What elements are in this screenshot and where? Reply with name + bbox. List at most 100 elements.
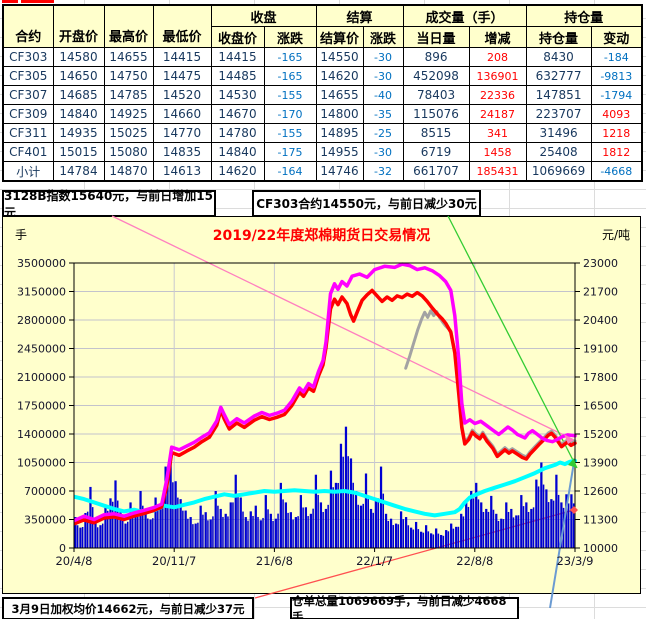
table-cell[interactable]: 31496 (525, 123, 592, 143)
column-header[interactable]: 增减 (468, 26, 527, 48)
table-cell[interactable]: -175 (263, 142, 317, 162)
group-header[interactable]: 成交量（手） (402, 4, 527, 27)
table-cell[interactable]: -164 (263, 161, 317, 182)
table-cell[interactable]: 185431 (468, 161, 527, 182)
table-cell[interactable]: 1458 (468, 142, 527, 162)
table-cell[interactable]: 14835 (152, 142, 212, 162)
table-cell[interactable]: CF311 (2, 123, 54, 143)
table-cell[interactable]: CF303 (2, 47, 54, 67)
table-cell[interactable]: 22336 (468, 85, 527, 105)
table-cell[interactable]: 14670 (210, 104, 265, 124)
table-cell[interactable]: 14660 (152, 104, 212, 124)
cf303-info-bar[interactable]: CF303合约14550元，与前日减少30元 (252, 190, 481, 217)
table-cell[interactable]: CF309 (2, 104, 54, 124)
table-cell[interactable]: CF305 (2, 66, 54, 86)
table-cell[interactable]: 661707 (402, 161, 470, 182)
table-cell[interactable]: -170 (263, 104, 317, 124)
column-header[interactable]: 涨跌 (263, 26, 317, 48)
group-header[interactable]: 持仓量 (525, 4, 643, 27)
table-cell[interactable]: 14620 (315, 66, 364, 86)
table-cell[interactable]: 14840 (210, 142, 265, 162)
column-header[interactable]: 持仓量 (525, 26, 592, 48)
warehouse-receipts-info-bar[interactable]: 仓单总量1069669手，与前日减少4668手 (290, 594, 519, 619)
table-cell[interactable]: 14895 (315, 123, 364, 143)
table-cell[interactable]: 1812 (590, 142, 643, 162)
group-header[interactable]: 收盘 (210, 4, 317, 27)
table-cell[interactable]: 8430 (525, 47, 592, 67)
table-cell[interactable]: 14613 (152, 161, 212, 182)
table-cell[interactable]: 136901 (468, 66, 527, 86)
table-cell[interactable]: 78403 (402, 85, 470, 105)
table-cell[interactable]: 8515 (402, 123, 470, 143)
table-cell[interactable]: 115076 (402, 104, 470, 124)
table-cell[interactable]: -30 (362, 47, 404, 67)
table-cell[interactable]: 452098 (402, 66, 470, 86)
table-cell[interactable]: 24187 (468, 104, 527, 124)
table-cell[interactable]: 4093 (590, 104, 643, 124)
table-cell[interactable]: 15015 (52, 142, 105, 162)
column-header[interactable]: 合约 (2, 4, 54, 48)
table-cell[interactable]: 14685 (52, 85, 105, 105)
table-cell[interactable]: 14655 (103, 47, 154, 67)
group-header[interactable]: 结算 (315, 4, 404, 27)
table-cell[interactable]: -40 (362, 85, 404, 105)
table-cell[interactable]: 223707 (525, 104, 592, 124)
column-header[interactable]: 涨跌 (362, 26, 404, 48)
table-cell[interactable]: -32 (362, 161, 404, 182)
table-cell[interactable]: 147851 (525, 85, 592, 105)
table-cell[interactable]: 14530 (210, 85, 265, 105)
table-cell[interactable]: 14925 (103, 104, 154, 124)
table-cell[interactable]: 14955 (315, 142, 364, 162)
table-cell[interactable]: 14655 (315, 85, 364, 105)
table-cell[interactable]: 14800 (315, 104, 364, 124)
index-info-bar[interactable]: 3128B指数15640元，与前日增加15元 (2, 189, 216, 220)
table-cell[interactable]: 14746 (315, 161, 364, 182)
table-cell[interactable]: 小计 (2, 161, 54, 182)
table-cell[interactable]: 6719 (402, 142, 470, 162)
table-cell[interactable]: -155 (263, 85, 317, 105)
table-cell[interactable]: 14785 (103, 85, 154, 105)
table-cell[interactable]: 14475 (152, 66, 212, 86)
table-cell[interactable]: -155 (263, 123, 317, 143)
table-cell[interactable]: 14870 (103, 161, 154, 182)
column-header[interactable]: 最低价 (152, 4, 212, 48)
daily-trading-chart[interactable]: 手 2019/22年度郑棉期货日交易情况 元/吨 3500000 23000 315… (2, 215, 641, 609)
column-header[interactable]: 变动 (590, 26, 643, 48)
table-cell[interactable]: 15080 (103, 142, 154, 162)
table-cell[interactable]: -9813 (590, 66, 643, 86)
table-cell[interactable]: 632777 (525, 66, 592, 86)
table-cell[interactable]: -1794 (590, 85, 643, 105)
column-header[interactable]: 开盘价 (52, 4, 105, 48)
table-cell[interactable]: 14784 (52, 161, 105, 182)
table-cell[interactable]: 15025 (103, 123, 154, 143)
table-cell[interactable]: 14550 (315, 47, 364, 67)
table-cell[interactable]: 14780 (210, 123, 265, 143)
table-cell[interactable]: -30 (362, 66, 404, 86)
table-cell[interactable]: 14750 (103, 66, 154, 86)
table-cell[interactable]: 14620 (210, 161, 265, 182)
table-cell[interactable]: 14650 (52, 66, 105, 86)
table-cell[interactable]: 14840 (52, 104, 105, 124)
table-cell[interactable]: -25 (362, 123, 404, 143)
table-cell[interactable]: 14485 (210, 66, 265, 86)
table-cell[interactable]: CF307 (2, 85, 54, 105)
weighted-price-info-bar[interactable]: 3月9日加权均价14662元，与前日减少37元 (2, 597, 254, 619)
table-cell[interactable]: 14580 (52, 47, 105, 67)
table-cell[interactable]: 25408 (525, 142, 592, 162)
table-cell[interactable]: -184 (590, 47, 643, 67)
futures-table[interactable]: 合约 开盘价 最高价 最低价 收盘 结算 成交量（手） 持仓量 收盘价 涨跌 结算价 涨跌 当日量 增减持… (2, 4, 644, 182)
table-cell[interactable]: -165 (263, 47, 317, 67)
table-cell[interactable]: 14415 (152, 47, 212, 67)
table-cell[interactable]: 14935 (52, 123, 105, 143)
column-header[interactable]: 当日量 (402, 26, 470, 48)
table-cell[interactable]: -35 (362, 104, 404, 124)
table-cell[interactable]: 896 (402, 47, 470, 67)
column-header[interactable]: 收盘价 (210, 26, 265, 48)
table-cell[interactable]: -30 (362, 142, 404, 162)
table-cell[interactable]: CF401 (2, 142, 54, 162)
table-cell[interactable]: 1069669 (525, 161, 592, 182)
table-cell[interactable]: 14770 (152, 123, 212, 143)
table-cell[interactable]: -165 (263, 66, 317, 86)
table-cell[interactable]: -4668 (590, 161, 643, 182)
table-cell[interactable]: 208 (468, 47, 527, 67)
